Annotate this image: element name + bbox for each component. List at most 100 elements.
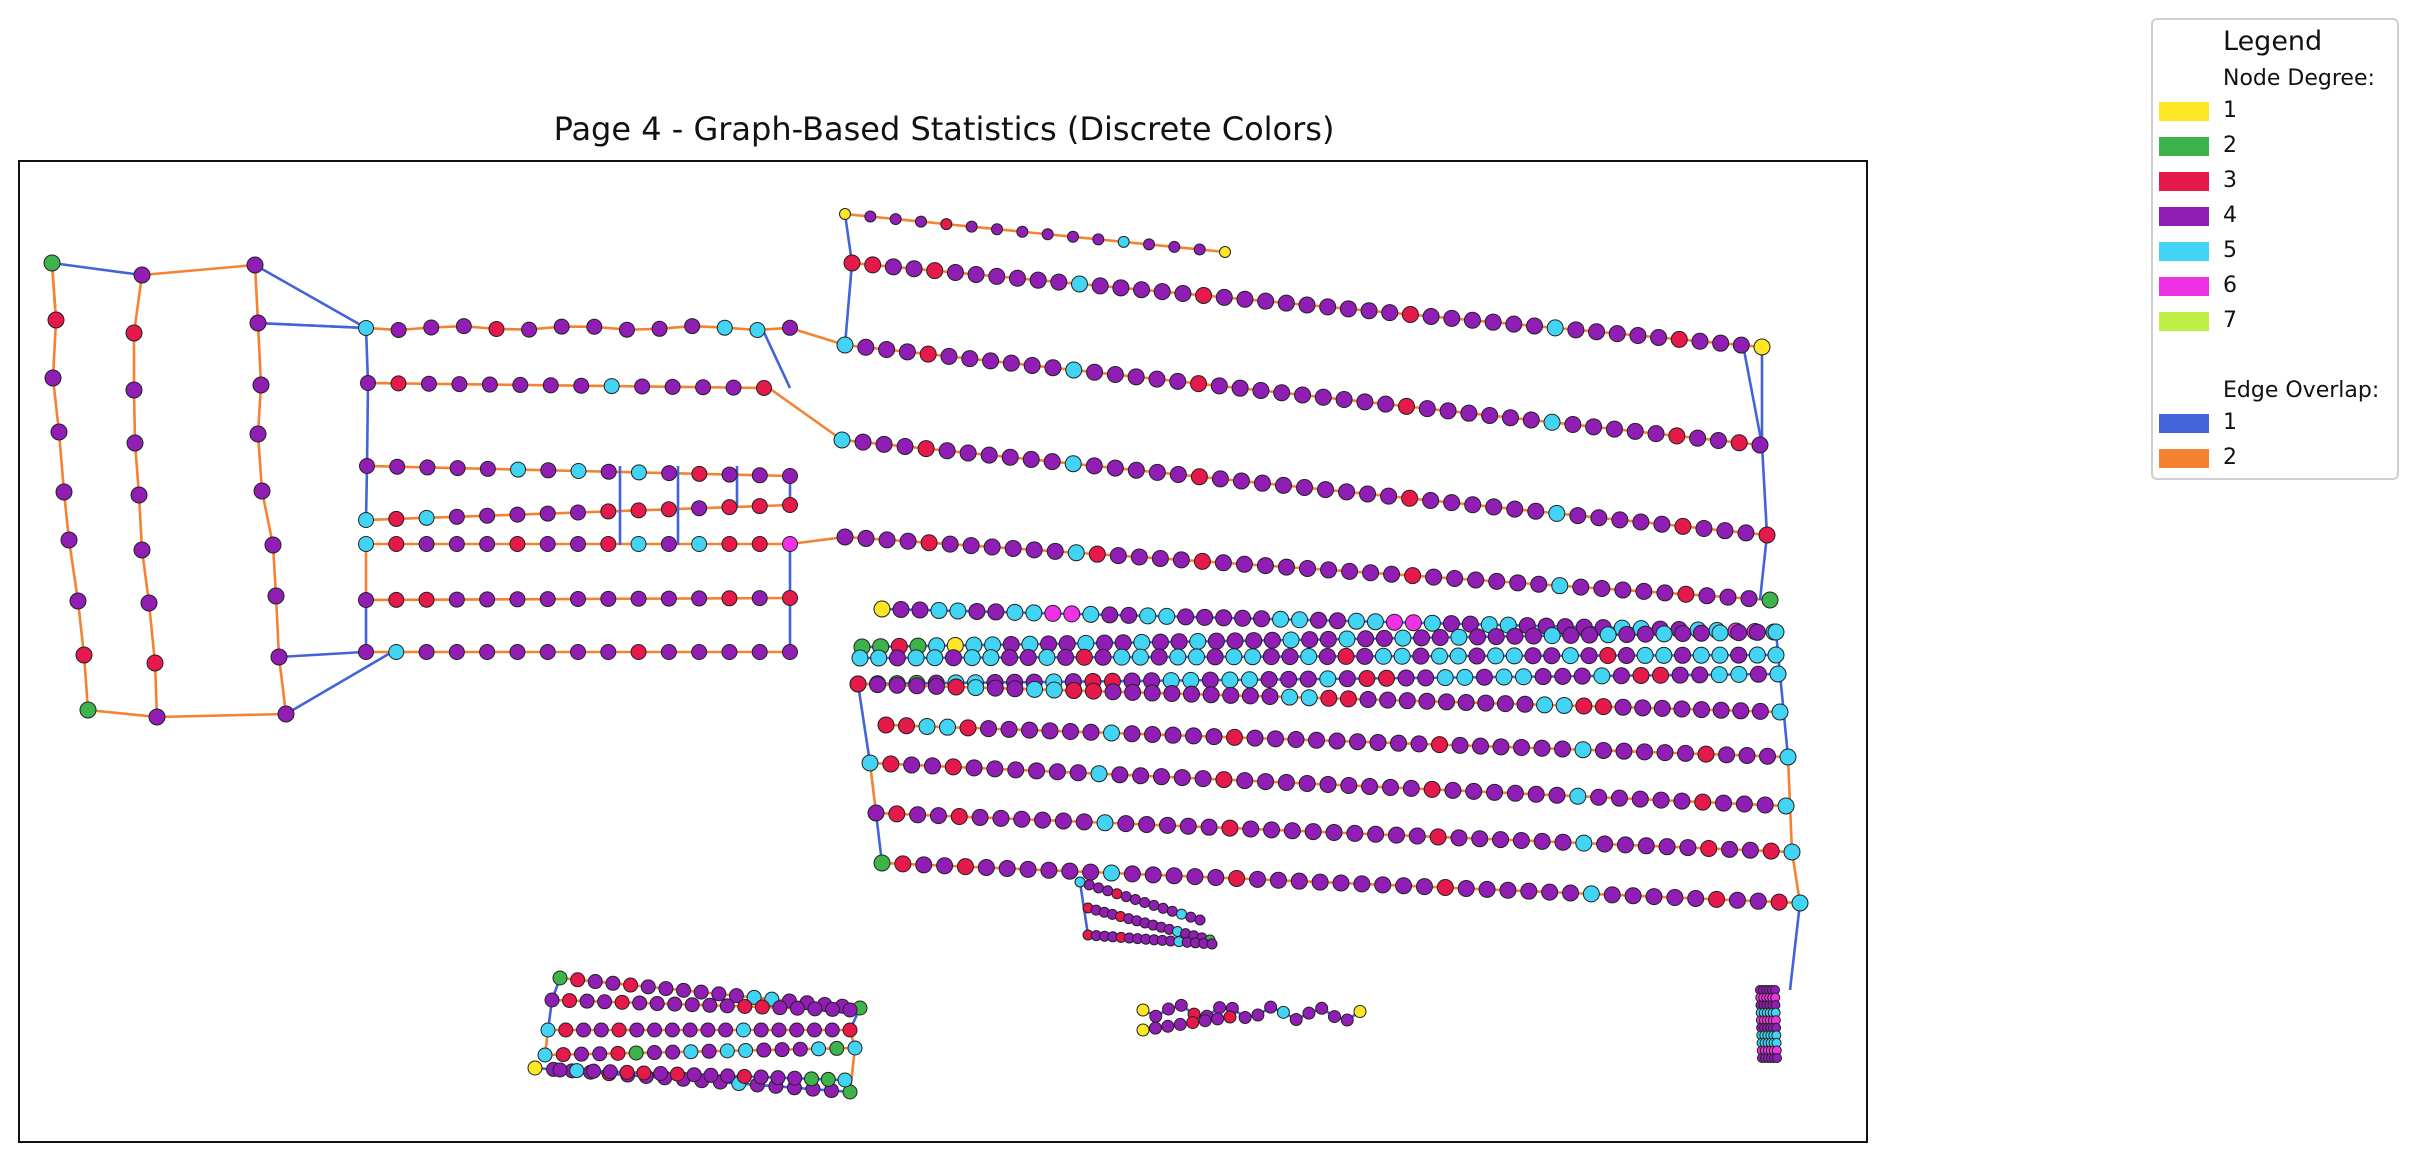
graph-node bbox=[1194, 770, 1212, 788]
graph-node bbox=[579, 993, 595, 1009]
graph-node bbox=[1016, 225, 1029, 238]
graph-node bbox=[1281, 688, 1299, 706]
graph-node bbox=[940, 218, 953, 231]
graph-node bbox=[982, 352, 1000, 370]
graph-node bbox=[1034, 811, 1052, 829]
graph-node bbox=[521, 321, 538, 338]
graph-node bbox=[1299, 560, 1316, 577]
graph-node bbox=[1485, 498, 1503, 516]
graph-node bbox=[1446, 570, 1464, 588]
graph-edge bbox=[50, 262, 58, 321]
graph-node bbox=[864, 210, 877, 223]
graph-node bbox=[1113, 648, 1131, 666]
graph-node bbox=[1767, 646, 1785, 664]
graph-node bbox=[693, 984, 709, 1000]
graph-node bbox=[1418, 400, 1436, 418]
graph-node bbox=[1245, 632, 1263, 650]
graph-node bbox=[1007, 761, 1025, 779]
graph-node bbox=[1310, 611, 1328, 629]
graph-node bbox=[971, 808, 989, 826]
graph-node bbox=[630, 644, 647, 660]
graph-node bbox=[938, 442, 956, 460]
graph-node bbox=[539, 536, 556, 552]
graph-node bbox=[884, 258, 902, 276]
graph-node bbox=[1057, 648, 1075, 666]
graph-node bbox=[1186, 868, 1204, 886]
graph-node bbox=[1687, 889, 1705, 907]
graph-node bbox=[888, 805, 906, 823]
graph-node bbox=[959, 444, 977, 462]
graph-node bbox=[1169, 466, 1187, 484]
graph-node bbox=[605, 975, 621, 991]
graph-node bbox=[1127, 368, 1145, 386]
graph-node bbox=[875, 435, 893, 453]
graph-node bbox=[1074, 876, 1086, 888]
graph-node bbox=[1123, 725, 1141, 743]
graph-node bbox=[1526, 317, 1543, 335]
legend-degree-swatch bbox=[2159, 277, 2209, 296]
graph-edge bbox=[51, 261, 143, 277]
graph-node bbox=[1666, 889, 1684, 907]
graph-node bbox=[1106, 459, 1124, 477]
graph-node bbox=[1133, 633, 1151, 651]
graph-node bbox=[1185, 911, 1197, 923]
graph-node bbox=[1139, 607, 1157, 625]
graph-node bbox=[651, 320, 668, 337]
graph-node bbox=[684, 997, 700, 1013]
graph-node bbox=[980, 720, 997, 738]
graph-node bbox=[926, 649, 944, 667]
graph-node bbox=[1737, 524, 1755, 542]
graph-node bbox=[448, 508, 465, 525]
graph-node bbox=[1249, 870, 1267, 888]
graph-node bbox=[842, 1022, 858, 1038]
graph-node bbox=[1530, 575, 1548, 593]
graph-node bbox=[539, 505, 556, 522]
graph-node bbox=[878, 341, 896, 359]
graph-node bbox=[1319, 298, 1337, 316]
graph-node bbox=[965, 220, 978, 233]
graph-node bbox=[1730, 646, 1748, 664]
graph-node bbox=[1151, 549, 1169, 567]
graph-node bbox=[448, 644, 465, 660]
graph-node bbox=[1251, 1008, 1265, 1022]
graph-node bbox=[636, 1065, 652, 1081]
graph-edge bbox=[153, 662, 159, 718]
graph-node bbox=[1471, 830, 1489, 848]
graph-node bbox=[1152, 768, 1170, 786]
graph-node bbox=[44, 369, 62, 387]
graph-node bbox=[1166, 905, 1178, 917]
graph-node bbox=[918, 717, 936, 735]
legend-degree-label: 3 bbox=[2223, 168, 2237, 193]
graph-node bbox=[1554, 667, 1572, 685]
graph-node bbox=[1527, 502, 1545, 520]
graph-node bbox=[1019, 648, 1037, 666]
graph-node bbox=[1582, 885, 1600, 903]
graph-node bbox=[1226, 632, 1244, 650]
graph-node bbox=[1094, 648, 1112, 666]
legend-degree-swatch bbox=[2159, 102, 2209, 121]
graph-node bbox=[1758, 526, 1776, 544]
graph-node bbox=[448, 591, 465, 608]
graph-node bbox=[1637, 837, 1655, 855]
graph-node bbox=[1327, 1010, 1341, 1024]
graph-node bbox=[1408, 827, 1426, 845]
graph-node bbox=[963, 649, 981, 667]
legend-degree-label: 5 bbox=[2223, 238, 2237, 263]
graph-node bbox=[1573, 667, 1591, 685]
graph-node bbox=[877, 716, 895, 734]
graph-node bbox=[1636, 646, 1654, 664]
graph-node bbox=[1615, 742, 1633, 760]
graph-node bbox=[1150, 648, 1168, 666]
graph-node bbox=[667, 996, 683, 1012]
graph-node bbox=[455, 318, 472, 335]
graph-node bbox=[836, 528, 854, 546]
legend-degree-2: 2 bbox=[2159, 133, 2389, 159]
graph-node bbox=[1770, 893, 1788, 911]
graph-node bbox=[749, 321, 766, 338]
graph-edge bbox=[133, 442, 141, 496]
graph-node bbox=[1221, 671, 1239, 689]
graph-node bbox=[1555, 696, 1573, 714]
graph-node bbox=[930, 601, 948, 619]
graph-node bbox=[552, 1062, 568, 1078]
graph-node bbox=[878, 531, 896, 549]
